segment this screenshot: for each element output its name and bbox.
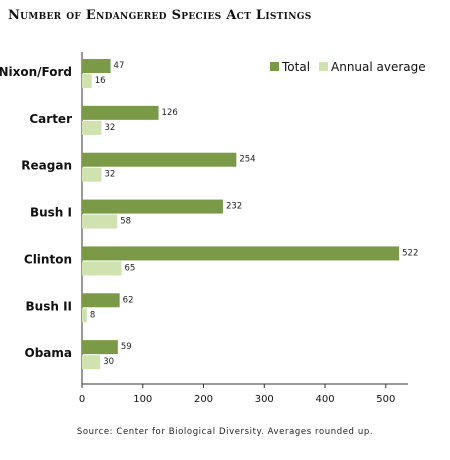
bar-total: [82, 59, 111, 73]
legend-label-annual-average: Annual average: [331, 60, 426, 74]
x-tick-label: 300: [255, 394, 274, 405]
data-label-annual-average: 32: [104, 170, 115, 180]
bar-total: [82, 340, 118, 355]
bar-annual-average: [82, 214, 118, 229]
bar-total: [82, 246, 400, 261]
category-label: Nixon/Ford: [0, 65, 72, 79]
data-label-annual-average: 8: [90, 310, 95, 320]
legend-swatch-total: [270, 62, 279, 71]
bar-annual-average: [82, 120, 102, 135]
data-label-total: 254: [239, 155, 255, 165]
bar-annual-average: [82, 308, 87, 323]
legend-swatch-annual-average: [319, 62, 328, 71]
category-label: Bush II: [26, 299, 72, 313]
bar-total: [82, 105, 159, 120]
x-tick-label: 200: [194, 394, 213, 405]
data-label-total: 62: [123, 295, 134, 305]
bar-total: [82, 152, 237, 167]
category-label: Carter: [29, 112, 72, 126]
bar-annual-average: [82, 355, 101, 370]
data-label-annual-average: 32: [104, 123, 115, 133]
chart-title: Number of Endangered Species Act Listing…: [8, 8, 312, 23]
data-label-annual-average: 65: [124, 263, 135, 273]
legend-label-total: Total: [281, 60, 310, 74]
data-label-total: 47: [114, 61, 125, 71]
bar-annual-average: [82, 261, 122, 276]
bar-annual-average: [82, 74, 92, 88]
data-label-annual-average: 16: [95, 76, 106, 86]
data-label-total: 232: [226, 202, 242, 212]
data-label-total: 59: [121, 342, 132, 352]
category-label: Reagan: [21, 159, 72, 173]
bar-annual-average: [82, 167, 102, 182]
source-note: Source: Center for Biological Diversity.…: [76, 427, 374, 437]
bar-total: [82, 199, 223, 214]
x-tick-label: 400: [315, 394, 334, 405]
data-label-total: 126: [162, 108, 178, 118]
bar-total: [82, 293, 120, 308]
data-label-annual-average: 30: [103, 357, 114, 367]
x-tick-label: 100: [133, 394, 152, 405]
data-label-total: 522: [402, 248, 418, 258]
x-tick-label: 0: [79, 394, 85, 405]
category-label: Obama: [25, 346, 73, 360]
x-tick-label: 500: [376, 394, 395, 405]
category-label: Bush I: [30, 206, 72, 220]
category-label: Clinton: [24, 252, 72, 266]
data-label-annual-average: 58: [120, 217, 131, 227]
